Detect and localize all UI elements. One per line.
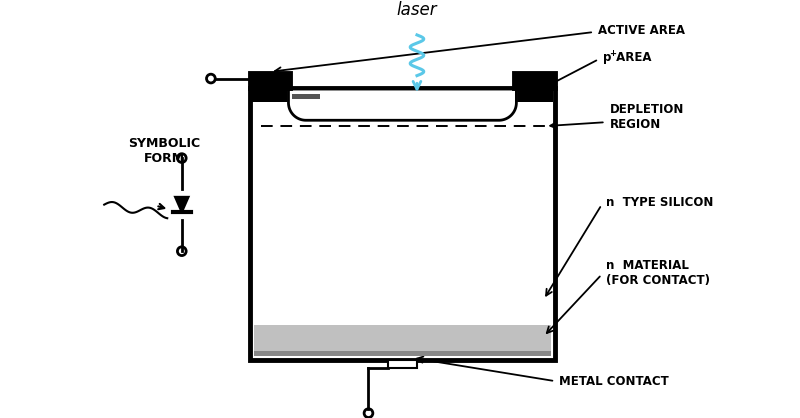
Text: laser: laser (397, 1, 438, 19)
Polygon shape (289, 91, 516, 120)
Polygon shape (175, 197, 189, 212)
Text: +: + (609, 49, 616, 58)
Bar (516, 88, 554, 102)
Bar (292, 94, 319, 99)
Text: n  TYPE SILICON: n TYPE SILICON (606, 196, 713, 209)
Text: DEPLETION
REGION: DEPLETION REGION (610, 103, 684, 131)
Text: METAL CONTACT: METAL CONTACT (559, 375, 669, 387)
Bar (254, 351, 551, 356)
Bar (252, 88, 289, 102)
Text: ACTIVE AREA: ACTIVE AREA (598, 23, 685, 36)
Bar (388, 360, 417, 367)
Text: SYMBOLIC
FORM: SYMBOLIC FORM (129, 137, 201, 165)
Bar (514, 73, 555, 88)
Text: n  MATERIAL
(FOR CONTACT): n MATERIAL (FOR CONTACT) (606, 258, 710, 286)
Bar (254, 325, 551, 356)
Bar (250, 88, 555, 360)
Text: AREA: AREA (612, 51, 652, 64)
Text: p: p (602, 51, 611, 64)
Bar (250, 73, 290, 88)
